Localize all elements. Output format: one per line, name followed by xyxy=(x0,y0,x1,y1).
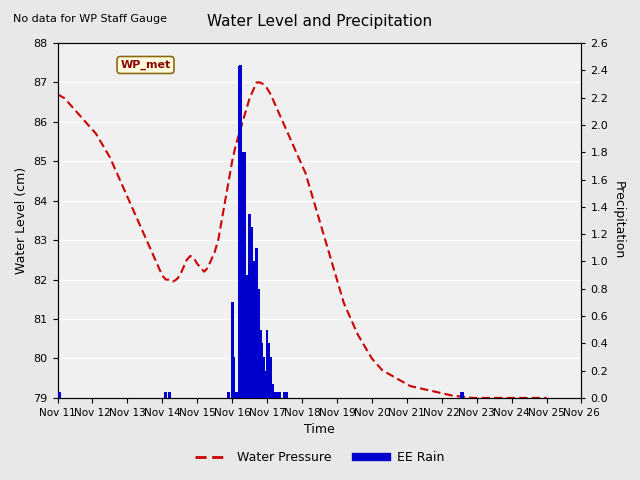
Bar xyxy=(243,152,246,398)
Text: No data for WP Staff Gauge: No data for WP Staff Gauge xyxy=(13,14,167,24)
Bar xyxy=(275,393,277,398)
Text: Water Level and Precipitation: Water Level and Precipitation xyxy=(207,14,433,29)
Bar xyxy=(252,316,255,398)
Bar xyxy=(460,393,462,398)
Bar xyxy=(237,66,241,398)
Bar xyxy=(266,330,269,398)
Y-axis label: Precipitation: Precipitation xyxy=(612,181,625,260)
Bar xyxy=(285,393,288,398)
Bar xyxy=(259,330,262,398)
Bar xyxy=(271,384,274,398)
Bar xyxy=(248,214,251,398)
Bar xyxy=(241,152,244,398)
Bar xyxy=(234,393,237,398)
Bar xyxy=(253,262,256,398)
Bar xyxy=(268,343,270,398)
Bar xyxy=(269,357,272,398)
Bar xyxy=(58,393,61,398)
Bar xyxy=(244,275,248,398)
Bar xyxy=(262,357,265,398)
Bar xyxy=(232,357,236,398)
Bar xyxy=(283,393,286,398)
Bar xyxy=(276,393,279,398)
Bar xyxy=(168,393,171,398)
X-axis label: Time: Time xyxy=(304,423,335,436)
Bar xyxy=(246,302,249,398)
Text: WP_met: WP_met xyxy=(120,60,171,70)
Bar xyxy=(273,393,275,398)
Bar xyxy=(260,343,263,398)
Bar xyxy=(278,393,281,398)
Y-axis label: Water Level (cm): Water Level (cm) xyxy=(15,167,28,274)
Bar xyxy=(264,371,267,398)
Bar xyxy=(250,228,253,398)
Bar xyxy=(255,248,258,398)
Legend: Water Pressure, EE Rain: Water Pressure, EE Rain xyxy=(190,446,450,469)
Bar xyxy=(227,393,230,398)
Bar xyxy=(239,65,243,398)
Bar xyxy=(257,288,260,398)
Bar xyxy=(231,302,234,398)
Bar xyxy=(236,393,239,398)
Bar xyxy=(461,393,464,398)
Bar xyxy=(164,393,167,398)
